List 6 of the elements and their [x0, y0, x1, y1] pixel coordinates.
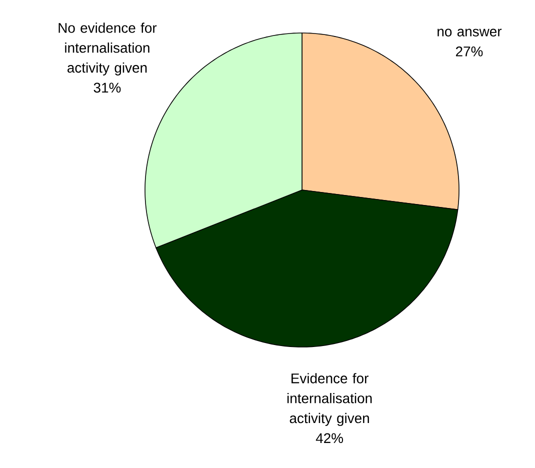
- slice-label: No evidence for internalisation activity given: [58, 22, 157, 76]
- slice-label: Evidence for internalisation activity given: [287, 373, 372, 426]
- data-label: 31%: [94, 82, 121, 93]
- data-label: 42%: [316, 433, 344, 444]
- data-label: 27%: [456, 46, 483, 56]
- slice-label: no answer: [438, 28, 502, 36]
